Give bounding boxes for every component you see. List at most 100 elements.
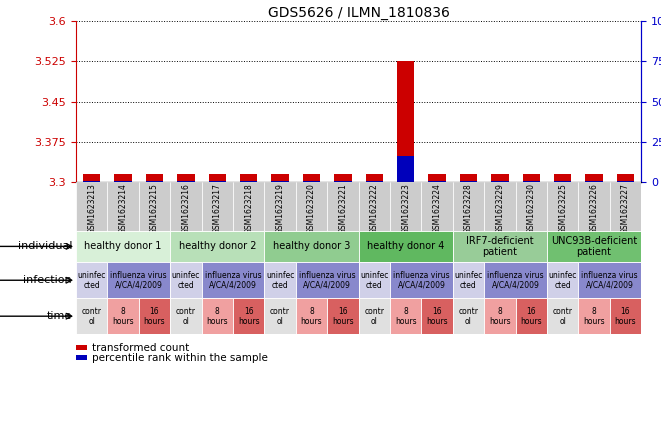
Text: uninfec
cted: uninfec cted <box>172 271 200 290</box>
Bar <box>233 298 264 334</box>
Bar <box>170 262 202 298</box>
Text: influenza virus
A/CA/4/2009: influenza virus A/CA/4/2009 <box>205 271 261 290</box>
Text: GSM1623229: GSM1623229 <box>495 183 504 234</box>
Text: healthy donor 2: healthy donor 2 <box>178 242 256 251</box>
Bar <box>453 262 484 298</box>
Bar <box>107 298 139 334</box>
Bar <box>83 181 100 182</box>
Text: contr
ol: contr ol <box>270 307 290 326</box>
Bar <box>397 61 414 182</box>
Text: 8
hours: 8 hours <box>112 307 134 326</box>
Bar <box>76 298 107 334</box>
Bar <box>523 174 540 182</box>
Text: IRF7-deficient
patient: IRF7-deficient patient <box>466 236 533 257</box>
Bar <box>484 298 516 334</box>
Bar <box>139 298 171 334</box>
Title: GDS5626 / ILMN_1810836: GDS5626 / ILMN_1810836 <box>268 6 449 20</box>
Text: contr
ol: contr ol <box>82 307 102 326</box>
Bar <box>422 298 453 334</box>
Bar <box>617 174 634 182</box>
Bar <box>422 182 453 231</box>
Bar <box>303 181 320 182</box>
Bar <box>617 181 634 182</box>
Bar <box>146 181 163 182</box>
Bar <box>390 262 453 298</box>
Text: 16
hours: 16 hours <box>520 307 542 326</box>
Text: influenza virus
A/CA/4/2009: influenza virus A/CA/4/2009 <box>487 271 544 290</box>
Text: 16
hours: 16 hours <box>426 307 448 326</box>
Text: influenza virus
A/CA/4/2009: influenza virus A/CA/4/2009 <box>393 271 449 290</box>
Bar <box>327 182 358 231</box>
Text: 16
hours: 16 hours <box>143 307 165 326</box>
Bar <box>202 262 264 298</box>
Text: uninfec
cted: uninfec cted <box>360 271 389 290</box>
Bar <box>177 181 194 182</box>
Text: influenza virus
A/CA/4/2009: influenza virus A/CA/4/2009 <box>299 271 356 290</box>
Bar <box>358 262 390 298</box>
Bar <box>202 182 233 231</box>
Text: GSM1623220: GSM1623220 <box>307 183 316 234</box>
Text: GSM1623214: GSM1623214 <box>118 183 128 234</box>
Bar <box>334 181 352 182</box>
Bar <box>76 262 107 298</box>
Bar <box>547 231 641 262</box>
Bar <box>303 174 320 182</box>
Text: uninfec
cted: uninfec cted <box>454 271 483 290</box>
Bar <box>83 174 100 182</box>
Bar <box>390 182 422 231</box>
Text: 16
hours: 16 hours <box>332 307 354 326</box>
Bar <box>114 174 132 182</box>
Bar <box>453 298 484 334</box>
Bar <box>334 174 352 182</box>
Text: contr
ol: contr ol <box>364 307 384 326</box>
Bar <box>327 298 358 334</box>
Text: GSM1623213: GSM1623213 <box>87 183 97 234</box>
Bar <box>554 174 571 182</box>
Bar <box>460 181 477 182</box>
Bar <box>264 231 358 262</box>
Text: influenza virus
A/CA/4/2009: influenza virus A/CA/4/2009 <box>110 271 167 290</box>
Text: GSM1623222: GSM1623222 <box>369 183 379 234</box>
Bar <box>516 182 547 231</box>
Bar <box>578 182 610 231</box>
Text: infection: infection <box>23 275 72 285</box>
Text: GSM1623227: GSM1623227 <box>621 183 630 234</box>
Bar <box>107 182 139 231</box>
Bar <box>578 262 641 298</box>
Text: GSM1623225: GSM1623225 <box>558 183 567 234</box>
Bar <box>484 182 516 231</box>
Text: uninfec
cted: uninfec cted <box>549 271 577 290</box>
Text: healthy donor 4: healthy donor 4 <box>367 242 444 251</box>
Bar <box>358 182 390 231</box>
Bar <box>390 298 422 334</box>
Bar <box>146 174 163 182</box>
Text: GSM1623221: GSM1623221 <box>338 183 348 234</box>
Bar <box>139 182 171 231</box>
Text: 8
hours: 8 hours <box>395 307 416 326</box>
Bar <box>516 298 547 334</box>
Bar <box>366 181 383 182</box>
Bar <box>484 262 547 298</box>
Bar <box>177 174 194 182</box>
Bar <box>397 156 414 182</box>
Bar <box>272 181 289 182</box>
Bar <box>209 174 226 182</box>
Text: 8
hours: 8 hours <box>489 307 511 326</box>
Bar <box>609 298 641 334</box>
Bar <box>428 181 446 182</box>
Text: uninfec
cted: uninfec cted <box>266 271 294 290</box>
Text: UNC93B-deficient
patient: UNC93B-deficient patient <box>551 236 637 257</box>
Bar <box>170 231 264 262</box>
Text: percentile rank within the sample: percentile rank within the sample <box>92 353 268 363</box>
Bar <box>76 345 87 350</box>
Text: healthy donor 1: healthy donor 1 <box>85 242 162 251</box>
Bar <box>578 298 610 334</box>
Bar <box>170 182 202 231</box>
Bar <box>358 231 453 262</box>
Bar <box>272 174 289 182</box>
Bar <box>296 262 359 298</box>
Text: GSM1623217: GSM1623217 <box>213 183 222 234</box>
Bar <box>296 298 327 334</box>
Text: transformed count: transformed count <box>92 343 189 352</box>
Bar <box>586 181 603 182</box>
